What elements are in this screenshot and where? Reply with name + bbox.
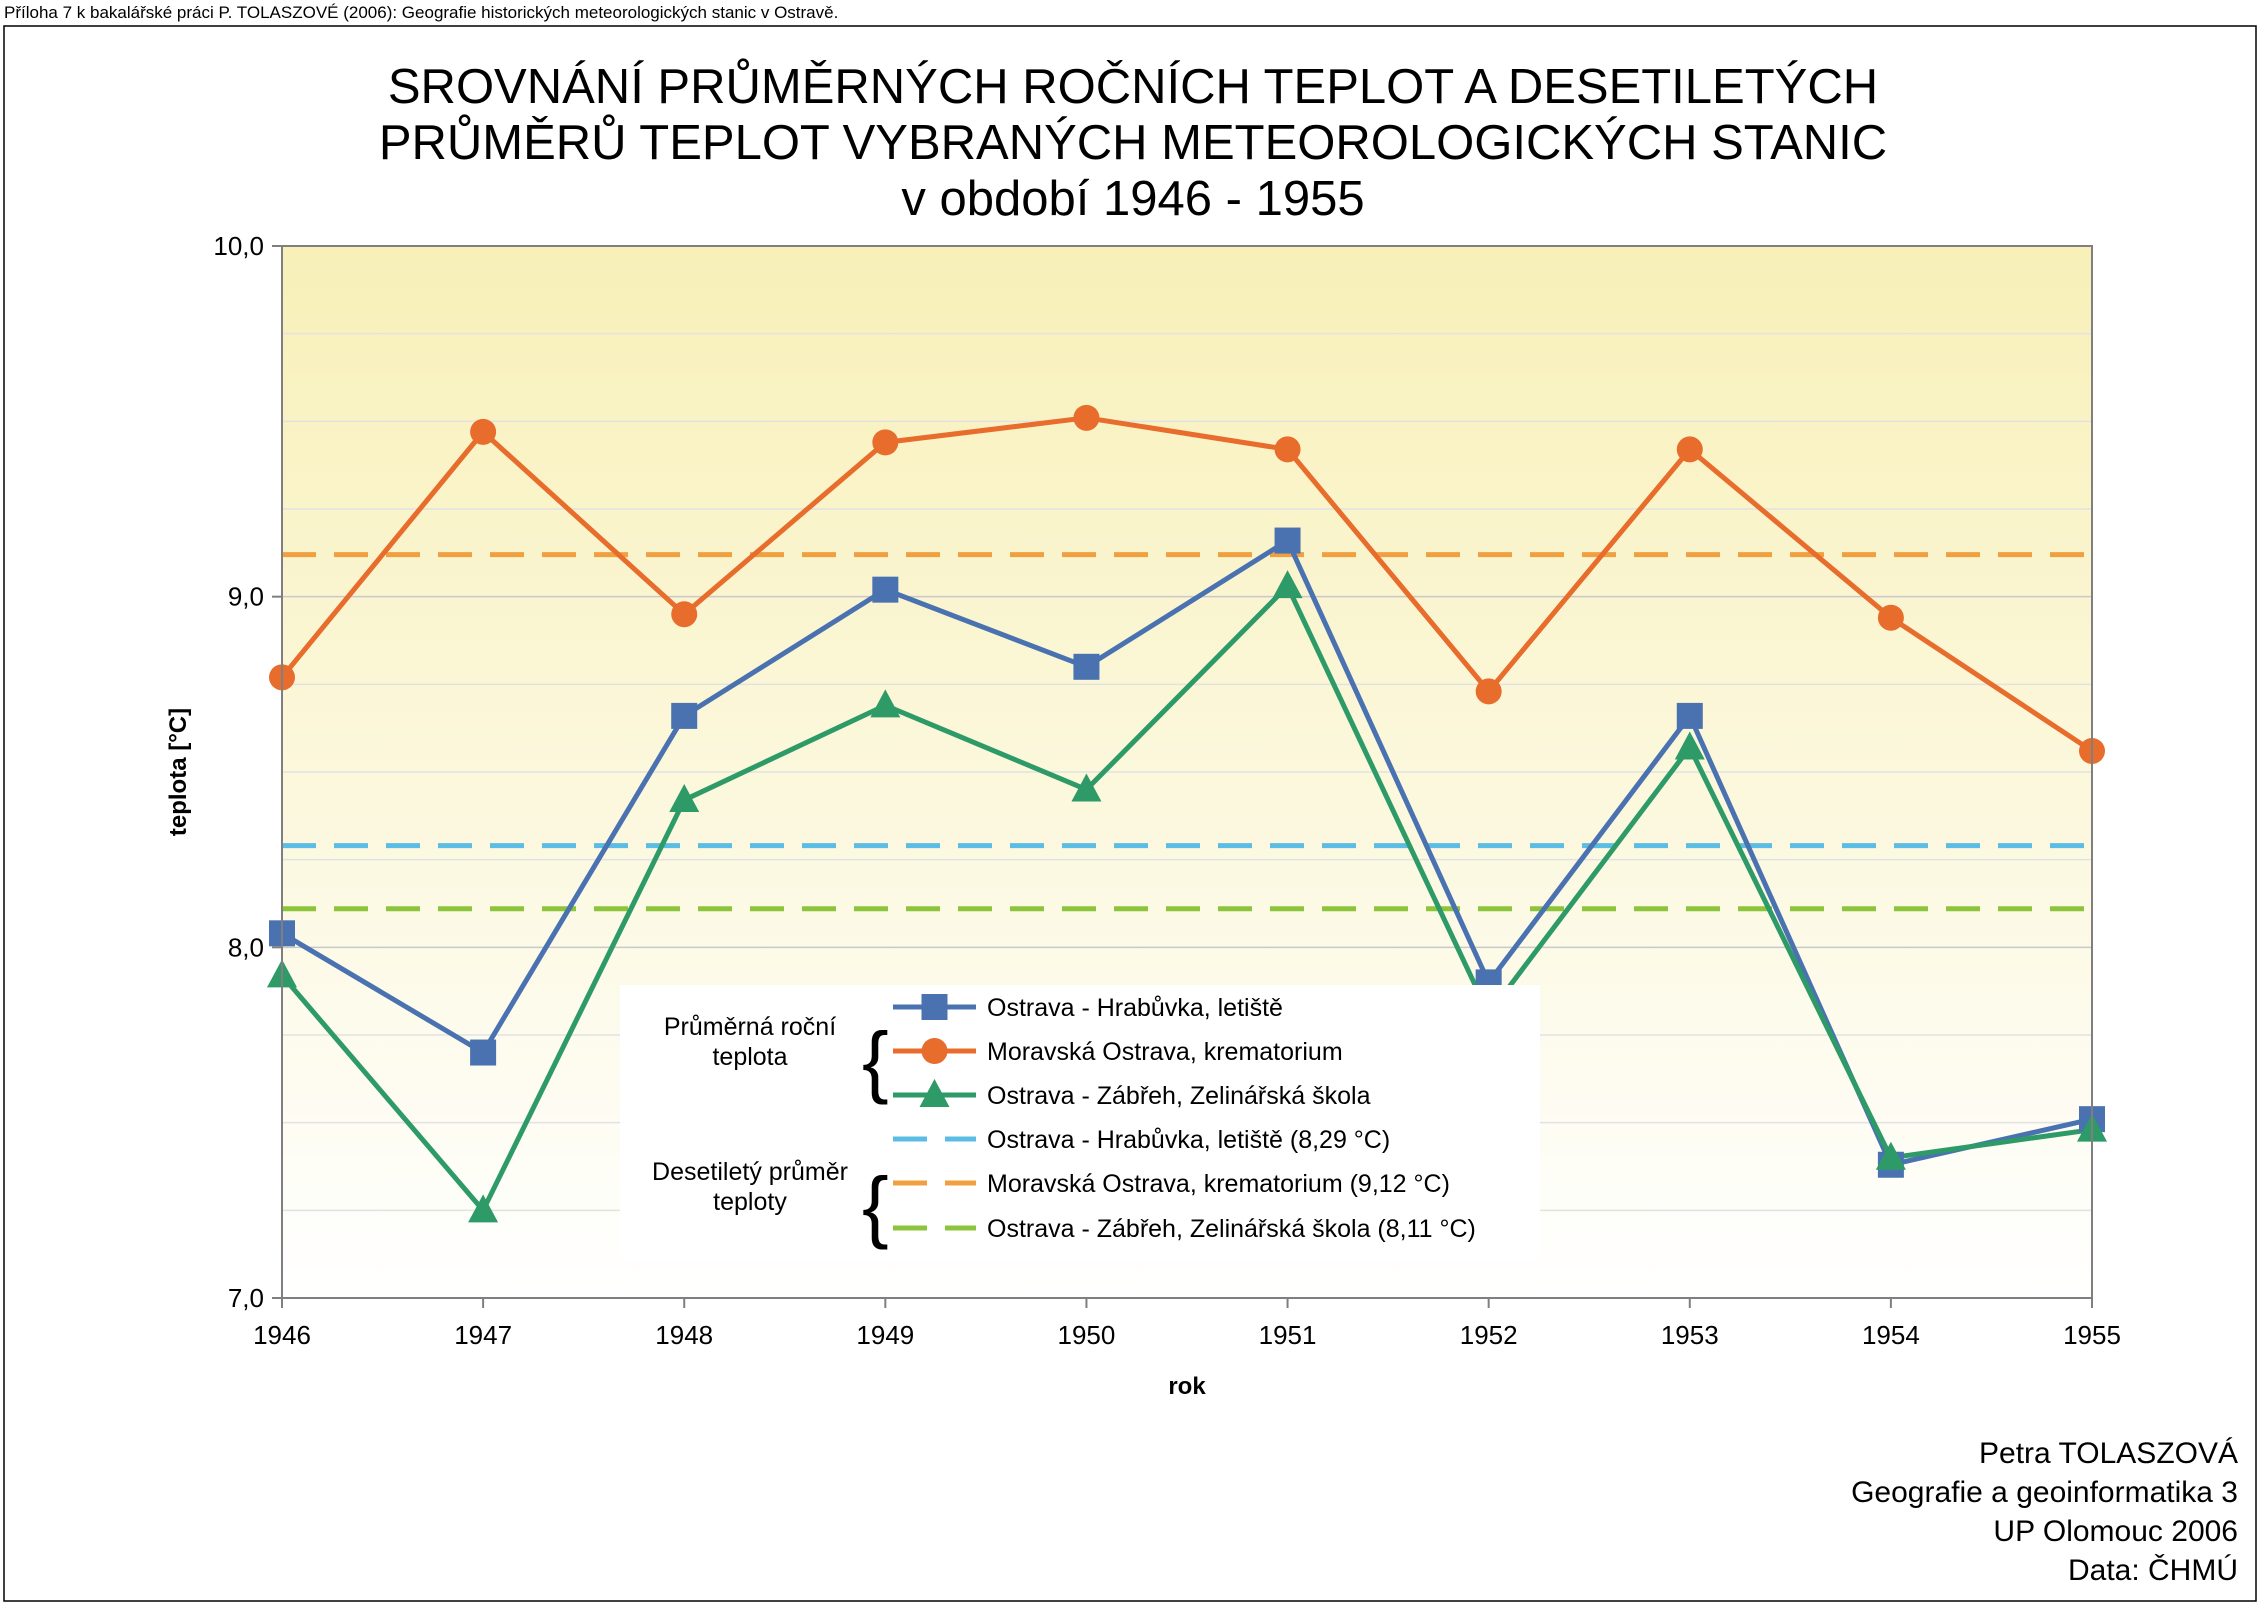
data-point-circle	[1073, 404, 1100, 431]
data-point-circle	[1475, 678, 1502, 705]
credit-author: Petra TOLASZOVÁ	[1979, 1437, 2238, 1470]
legend-label: Moravská Ostrava, krematorium (9,12 °C)	[987, 1170, 1450, 1198]
credits: Petra TOLASZOVÁ Geografie a geoinformati…	[1851, 1437, 2238, 1587]
legend-group-decade-line-1: Desetiletý průměr	[652, 1158, 848, 1186]
x-tick-label: 1950	[1058, 1320, 1116, 1350]
reference-lines	[282, 552, 2092, 912]
y-tick-label: 10,0	[213, 231, 264, 261]
x-tick-label: 1951	[1259, 1320, 1317, 1350]
legend-brace-decade-icon: {	[862, 1161, 889, 1250]
data-point-triangle	[1875, 1141, 1906, 1170]
data-point-circle	[470, 418, 497, 445]
legend-group-annual-line-2: teplota	[712, 1043, 787, 1071]
data-point-square	[1274, 527, 1301, 554]
x-tick-label: 1947	[454, 1320, 512, 1350]
credit-institution: UP Olomouc 2006	[1993, 1515, 2238, 1548]
x-tick-label: 1954	[1862, 1320, 1920, 1350]
data-point-triangle	[1272, 570, 1303, 599]
header-note: Příloha 7 k bakalářské práci P. TOLASZOV…	[4, 3, 838, 22]
x-tick-label: 1946	[253, 1320, 311, 1350]
data-point-circle	[1877, 604, 1904, 631]
legend-label: Ostrava - Hrabůvka, letiště (8,29 °C)	[987, 1126, 1390, 1154]
legend-marker-circle	[921, 1038, 948, 1064]
title-line-2: PRŮMĚRŮ TEPLOT VYBRANÝCH METEOROLOGICKÝC…	[379, 115, 1887, 170]
legend-marker-triangle	[919, 1079, 950, 1107]
x-tick-label: 1948	[655, 1320, 713, 1350]
legend-group-annual-line-1: Průměrná roční	[664, 1013, 836, 1041]
data-point-square	[1073, 653, 1100, 680]
data-point-triangle	[1071, 773, 1102, 802]
legend-box	[620, 985, 1540, 1260]
x-tick-label: 1953	[1661, 1320, 1719, 1350]
data-point-circle	[1676, 436, 1703, 463]
series-lines	[280, 415, 2094, 1213]
series-line-1	[280, 538, 2093, 1168]
x-axis-ticks: 1946 1947 1948 1949 1950 1951 1952 1953 1954 1955	[253, 1298, 2121, 1350]
legend-brace-annual-icon: {	[862, 1016, 889, 1105]
data-point-square	[1676, 702, 1703, 729]
data-point-triangle	[1674, 731, 1705, 760]
title-line-1: SROVNÁNÍ PRŮMĚRNÝCH ROČNÍCH TEPLOT A DES…	[388, 59, 1878, 114]
y-tick-label: 7,0	[228, 1283, 264, 1313]
gridlines	[282, 332, 2092, 1212]
legend-label: Ostrava - Hrabůvka, letiště	[987, 994, 1283, 1022]
y-tick-label: 9,0	[228, 582, 264, 612]
data-point-circle	[872, 429, 899, 456]
plot-frame	[281, 245, 2093, 1299]
legend: Průměrná roční teplota Desetiletý průměr…	[620, 985, 1540, 1260]
x-tick-label: 1952	[1460, 1320, 1518, 1350]
legend-group-decade-line-2: teploty	[713, 1188, 787, 1216]
credit-program: Geografie a geoinformatika 3	[1851, 1476, 2238, 1509]
credit-data-source: Data: ČHMÚ	[2068, 1553, 2238, 1587]
chart-title: SROVNÁNÍ PRŮMĚRNÝCH ROČNÍCH TEPLOT A DES…	[379, 59, 1887, 226]
legend-label: Ostrava - Zábřeh, Zelinářská škola (8,11…	[987, 1215, 1476, 1243]
data-point-square	[470, 1039, 497, 1066]
x-tick-label: 1949	[856, 1320, 914, 1350]
y-axis-ticks: 7,0 8,0 9,0 10,0	[213, 231, 282, 1313]
data-point-square	[872, 576, 899, 603]
legend-entries: Ostrava - Hrabůvka, letiště Moravská Ostr…	[893, 994, 1476, 1243]
data-point-circle	[1274, 436, 1301, 463]
y-axis-label: teplota [°C]	[165, 708, 192, 836]
title-line-3: v období 1946 - 1955	[901, 172, 1364, 226]
series-line-3	[280, 583, 2093, 1213]
series-line-2	[280, 415, 2094, 754]
x-axis-label: rok	[1168, 1373, 1206, 1400]
legend-label: Moravská Ostrava, krematorium	[987, 1038, 1343, 1066]
data-point-triangle	[870, 689, 901, 718]
x-tick-label: 1955	[2063, 1320, 2121, 1350]
figure-border	[3, 25, 2257, 1602]
legend-marker-square	[921, 994, 948, 1020]
legend-label: Ostrava - Zábřeh, Zelinářská škola	[987, 1082, 1371, 1110]
data-point-triangle	[468, 1194, 499, 1223]
data-point-triangle	[669, 784, 700, 813]
data-point-square	[671, 702, 698, 729]
data-point-circle	[671, 601, 698, 628]
y-tick-label: 8,0	[228, 932, 264, 962]
